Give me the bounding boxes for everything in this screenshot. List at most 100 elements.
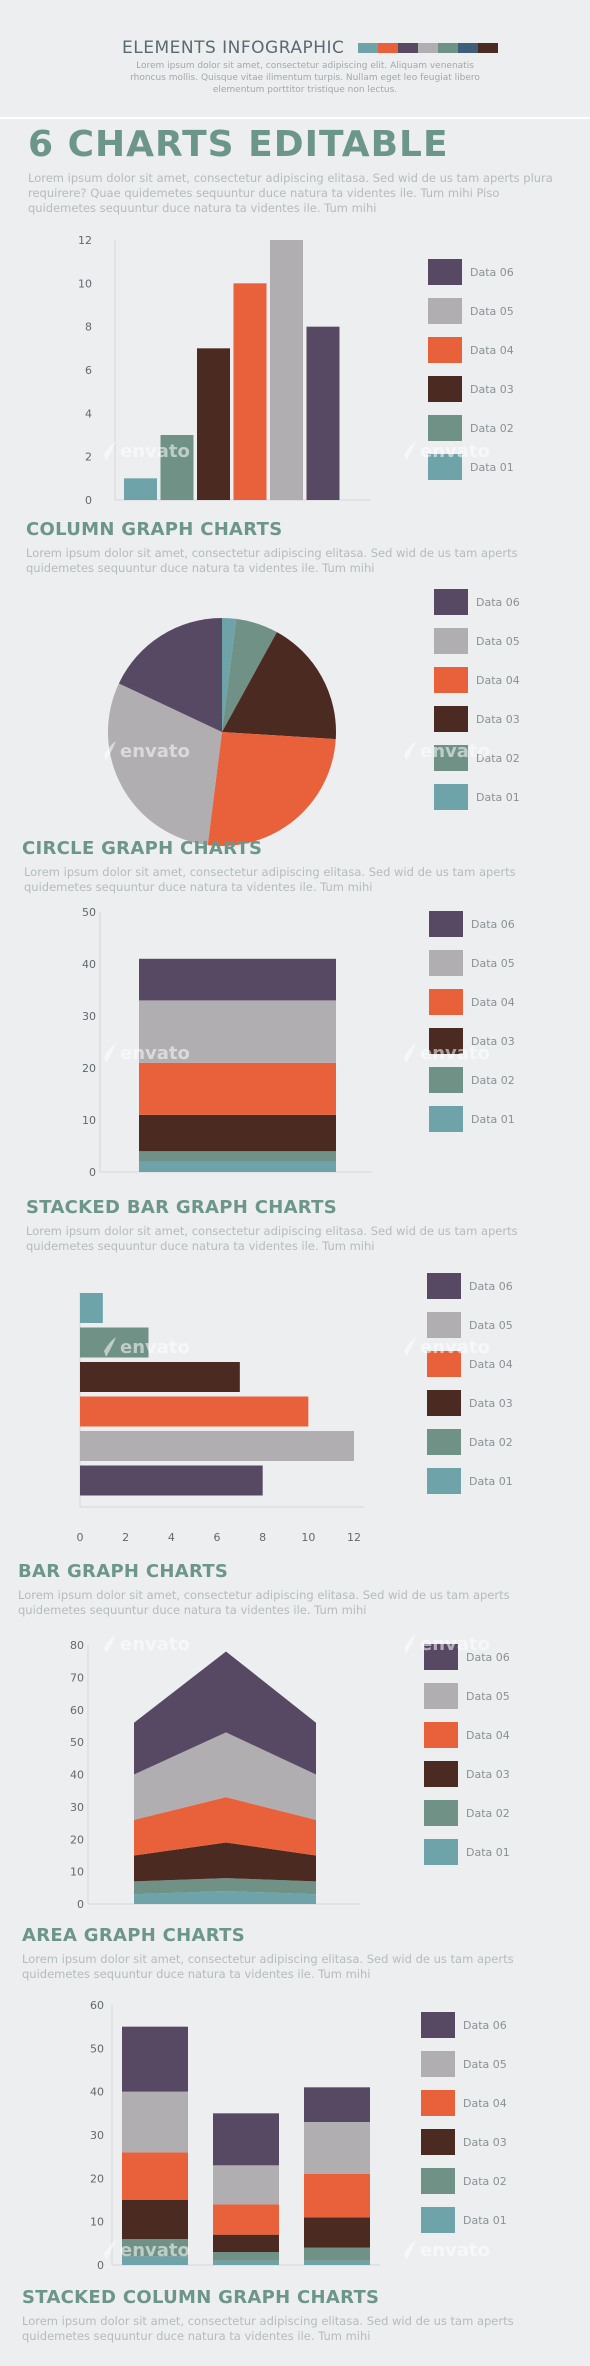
bar-chart: 0 2 4 6 8 10 12 Data 06 Data 05 Data 04 Data 03 Dat…: [77, 1273, 513, 1544]
legend-swatch: [428, 298, 462, 324]
y-tick-label: 40: [90, 2086, 104, 2099]
circle-chart: Data 06 Data 05 Data 04 Data 03 Data 02 Data …: [104, 589, 520, 846]
stack-segment: [139, 958, 336, 1001]
watermark: envato: [104, 741, 190, 762]
y-tick-label: 0: [97, 2259, 104, 2272]
pie-slice: [118, 618, 222, 732]
stack-segment: [213, 2165, 279, 2205]
legend-label: Data 04: [463, 2097, 507, 2110]
stack-segment: [122, 2239, 188, 2257]
horizontal-bar: [80, 1362, 240, 1392]
stack-segment: [139, 1062, 336, 1115]
legend-label: Data 05: [466, 1690, 510, 1703]
area-band: [134, 1891, 316, 1904]
legend-swatch: [427, 1273, 461, 1299]
stack-segment: [213, 2113, 279, 2166]
x-tick-label: 10: [301, 1531, 315, 1544]
legend-label: Data 05: [476, 635, 520, 648]
legend-swatch: [429, 911, 463, 937]
page-title: 6 CHARTS EDITABLE: [28, 124, 449, 165]
watermark-text: envato: [420, 441, 490, 462]
legend-label: Data 04: [476, 674, 520, 687]
y-tick-label: 50: [82, 906, 96, 919]
legend-label: Data 05: [471, 957, 515, 970]
legend-swatch: [434, 628, 468, 654]
horizontal-bar: [80, 1431, 354, 1461]
area-band: [134, 1878, 316, 1895]
section-title-bar: BAR GRAPH CHARTS: [18, 1561, 229, 1582]
y-tick-label: 20: [82, 1062, 96, 1075]
stack-segment: [122, 2026, 188, 2092]
watermark-text: envato: [420, 2240, 490, 2261]
envato-leaf-icon: [104, 2240, 116, 2260]
y-tick-label: 0: [85, 494, 92, 507]
area-chart: 0 10 20 30 40 50 60 70 80 Data 06 Data 05 Data 04 Da…: [70, 1634, 510, 1911]
horizontal-bar: [80, 1396, 309, 1427]
legend-label: Data 04: [466, 1729, 510, 1742]
legend-label: Data 06: [470, 266, 514, 279]
y-tick-label: 12: [78, 234, 92, 247]
horizontal-bar: [80, 1465, 263, 1496]
legend-swatch: [421, 2051, 455, 2077]
watermark-text: envato: [120, 741, 190, 762]
watermark: envato: [104, 1337, 190, 1358]
column-bar: [197, 348, 230, 500]
section-title-column: COLUMN GRAPH CHARTS: [26, 519, 283, 540]
section-desc-stacked-column: Lorem ipsum dolor sit amet, consectetur …: [22, 2314, 514, 2343]
legend-label: Data 06: [463, 2019, 507, 2032]
legend-swatch: [429, 989, 463, 1015]
legend-swatch: [424, 1722, 458, 1748]
legend-swatch: [427, 1351, 461, 1377]
legend-swatch: [421, 2090, 455, 2116]
legend-label: Data 03: [466, 1768, 510, 1781]
section-desc-circle: Lorem ipsum dolor sit amet, consectetur …: [24, 865, 516, 894]
stack-segment: [139, 1000, 336, 1063]
y-tick-label: 6: [85, 364, 92, 377]
watermark: envato: [404, 2240, 490, 2261]
legend-label: Data 01: [469, 1475, 513, 1488]
y-tick-label: 70: [70, 1671, 84, 1684]
legend-label: Data 06: [466, 1651, 510, 1664]
y-tick-label: 50: [70, 1736, 84, 1749]
column-bar: [306, 326, 340, 500]
area-band: [134, 1651, 316, 1775]
page-header: ELEMENTS INFOGRAPHIC Lorem ipsum dolor s…: [0, 0, 590, 119]
envato-leaf-icon: [104, 1337, 116, 1357]
stack-segment: [213, 2260, 279, 2265]
color-strip-swatch: [358, 43, 378, 53]
column-bar: [270, 240, 303, 500]
y-tick-label: 10: [70, 1866, 84, 1879]
legend-swatch: [424, 1761, 458, 1787]
legend-swatch: [424, 1839, 458, 1865]
legend-swatch: [434, 784, 468, 810]
stack-segment: [304, 2122, 370, 2174]
legend-label: Data 03: [476, 713, 520, 726]
y-tick-label: 20: [70, 1833, 84, 1846]
column-bar: [160, 435, 194, 500]
y-tick-label: 60: [90, 1999, 104, 2012]
legend-swatch: [427, 1468, 461, 1494]
legend-label: Data 01: [470, 461, 514, 474]
area-band: [134, 1732, 316, 1820]
brand-title: ELEMENTS INFOGRAPHIC: [122, 38, 345, 58]
pie-slice: [207, 732, 336, 846]
watermark: envato: [404, 1337, 490, 1358]
y-tick-label: 4: [85, 407, 92, 420]
stack-segment: [304, 2174, 370, 2218]
y-tick-label: 30: [70, 1801, 84, 1814]
envato-leaf-icon: [104, 1634, 116, 1654]
horizontal-bar: [80, 1293, 103, 1323]
legend-label: Data 02: [470, 422, 514, 435]
legend-label: Data 03: [463, 2136, 507, 2149]
stack-segment: [122, 2091, 188, 2153]
pie-slice: [222, 618, 277, 732]
legend-swatch: [434, 589, 468, 615]
column-bar: [124, 478, 157, 500]
section-desc-stacked-bar: Lorem ipsum dolor sit amet, consectetur …: [26, 1224, 518, 1253]
legend-label: Data 02: [466, 1807, 510, 1820]
header-divider: [0, 117, 590, 119]
legend-swatch: [428, 337, 462, 363]
pie-slice: [107, 683, 222, 846]
envato-leaf-icon: [104, 441, 116, 461]
page-intro: Lorem ipsum dolor sit amet, consectetur …: [28, 171, 553, 215]
